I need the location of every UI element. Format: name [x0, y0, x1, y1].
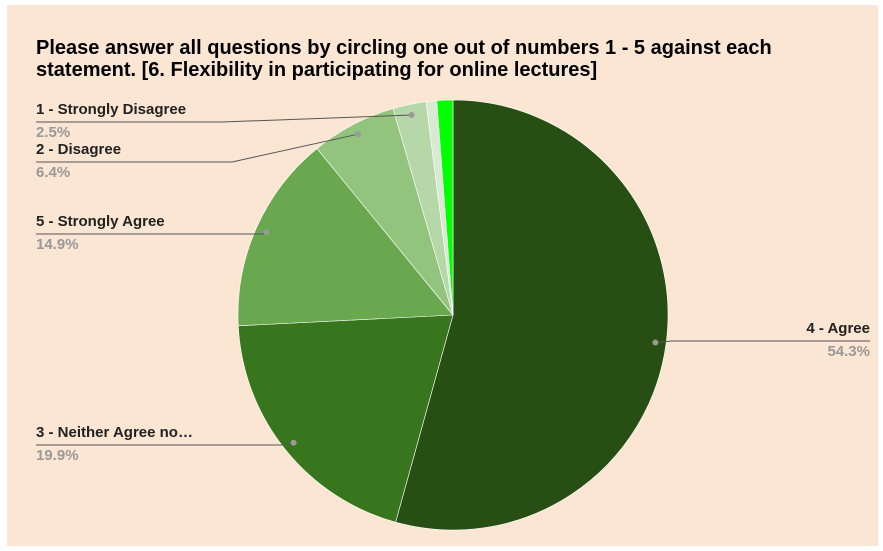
callout-connector — [221, 114, 412, 123]
callout-dot — [290, 439, 297, 446]
slice-label: 4 - Agree — [806, 320, 870, 337]
pie-slice[interactable] — [237, 148, 454, 327]
slice-percent: 6.4% — [36, 164, 70, 181]
callout-dot — [354, 131, 361, 138]
slice-label: 5 - Strongly Agree — [36, 213, 165, 230]
callout-connector — [231, 133, 359, 163]
slice-percent: 19.9% — [36, 447, 79, 464]
slice-label: 3 - Neither Agree no… — [36, 424, 193, 441]
slice-label: 1 - Strongly Disagree — [36, 101, 186, 118]
slice-percent: 2.5% — [36, 124, 70, 141]
chart-title: Please answer all questions by circling … — [36, 37, 772, 81]
slice-percent: 54.3% — [827, 343, 870, 360]
callout-dot — [263, 229, 270, 236]
slice-label: 2 - Disagree — [36, 141, 121, 158]
slice-percent: 14.9% — [36, 236, 79, 253]
callout-dot — [652, 339, 659, 346]
pie-slice[interactable] — [436, 99, 454, 316]
pie-slice[interactable] — [395, 99, 669, 531]
callout-dot — [408, 111, 415, 118]
pie-slice[interactable] — [237, 314, 454, 523]
